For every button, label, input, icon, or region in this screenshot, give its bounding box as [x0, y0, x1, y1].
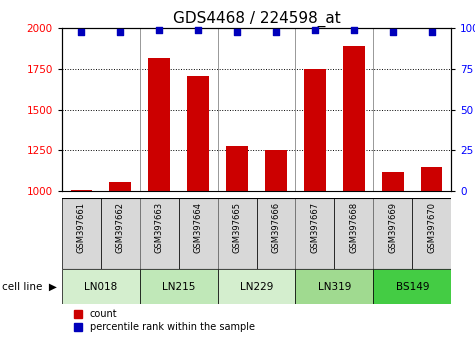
Bar — [140, 198, 179, 269]
Bar — [187, 75, 209, 191]
Point — [233, 29, 241, 34]
Text: GSM397669: GSM397669 — [389, 202, 397, 253]
Bar — [148, 58, 170, 191]
Bar — [140, 269, 218, 304]
Bar — [421, 167, 443, 191]
Bar — [218, 269, 295, 304]
Bar — [304, 69, 326, 191]
Text: GSM397667: GSM397667 — [311, 202, 319, 253]
Point — [194, 27, 202, 33]
Text: GSM397668: GSM397668 — [350, 202, 358, 253]
Text: LN215: LN215 — [162, 282, 195, 292]
Bar — [226, 145, 248, 191]
Bar — [373, 269, 451, 304]
Title: GDS4468 / 224598_at: GDS4468 / 224598_at — [172, 11, 341, 27]
Text: LN229: LN229 — [240, 282, 273, 292]
Text: GSM397663: GSM397663 — [155, 202, 163, 253]
Bar — [373, 198, 412, 269]
Bar — [295, 269, 373, 304]
Text: GSM397665: GSM397665 — [233, 202, 241, 253]
Bar — [179, 198, 218, 269]
Bar — [412, 198, 451, 269]
Bar — [70, 189, 92, 191]
Bar — [256, 198, 295, 269]
Point — [155, 27, 163, 33]
Bar — [218, 198, 256, 269]
Bar — [382, 172, 404, 191]
Legend: count, percentile rank within the sample: count, percentile rank within the sample — [75, 309, 255, 332]
Bar — [109, 182, 131, 191]
Text: GSM397661: GSM397661 — [77, 202, 86, 253]
Point — [428, 29, 436, 34]
Text: BS149: BS149 — [396, 282, 429, 292]
Text: cell line  ▶: cell line ▶ — [2, 282, 57, 292]
Text: GSM397662: GSM397662 — [116, 202, 124, 253]
Bar — [343, 46, 365, 191]
Bar — [62, 198, 101, 269]
Point — [311, 27, 319, 33]
Bar — [334, 198, 373, 269]
Bar — [265, 150, 287, 191]
Point — [116, 29, 124, 34]
Text: GSM397664: GSM397664 — [194, 202, 202, 253]
Bar — [101, 198, 140, 269]
Point — [350, 27, 358, 33]
Text: LN018: LN018 — [84, 282, 117, 292]
Point — [77, 29, 85, 34]
Text: GSM397670: GSM397670 — [428, 202, 436, 253]
Text: GSM397666: GSM397666 — [272, 202, 280, 253]
Bar — [62, 269, 140, 304]
Text: LN319: LN319 — [318, 282, 351, 292]
Bar — [295, 198, 334, 269]
Point — [389, 29, 397, 34]
Point — [272, 29, 280, 34]
